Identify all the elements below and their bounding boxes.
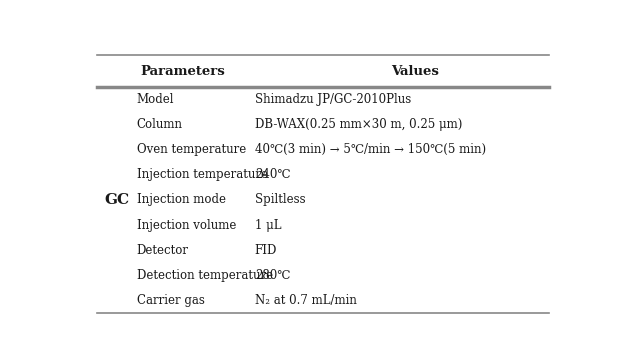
- Text: Injection temperature: Injection temperature: [137, 169, 268, 181]
- Text: 240℃: 240℃: [255, 169, 290, 181]
- Text: 1 μL: 1 μL: [255, 218, 281, 232]
- Text: 280℃: 280℃: [255, 269, 290, 282]
- Text: Oven temperature: Oven temperature: [137, 143, 246, 156]
- Text: Detection temperature: Detection temperature: [137, 269, 273, 282]
- Text: Column: Column: [137, 118, 183, 131]
- Text: Model: Model: [137, 93, 175, 106]
- Text: Injection mode: Injection mode: [137, 193, 226, 206]
- Text: N₂ at 0.7 mL/min: N₂ at 0.7 mL/min: [255, 294, 356, 307]
- Text: 40℃(3 min) → 5℃/min → 150℃(5 min): 40℃(3 min) → 5℃/min → 150℃(5 min): [255, 143, 486, 156]
- Text: Parameters: Parameters: [140, 64, 225, 78]
- Text: Carrier gas: Carrier gas: [137, 294, 205, 307]
- Text: Injection volume: Injection volume: [137, 218, 236, 232]
- Text: Values: Values: [391, 64, 438, 78]
- Text: Spiltless: Spiltless: [255, 193, 306, 206]
- Text: FID: FID: [255, 244, 277, 257]
- Text: Shimadzu JP/GC-2010Plus: Shimadzu JP/GC-2010Plus: [255, 93, 411, 106]
- Text: Detector: Detector: [137, 244, 189, 257]
- Text: DB-WAX(0.25 mm×30 m, 0.25 μm): DB-WAX(0.25 mm×30 m, 0.25 μm): [255, 118, 462, 131]
- Text: GC: GC: [104, 193, 129, 207]
